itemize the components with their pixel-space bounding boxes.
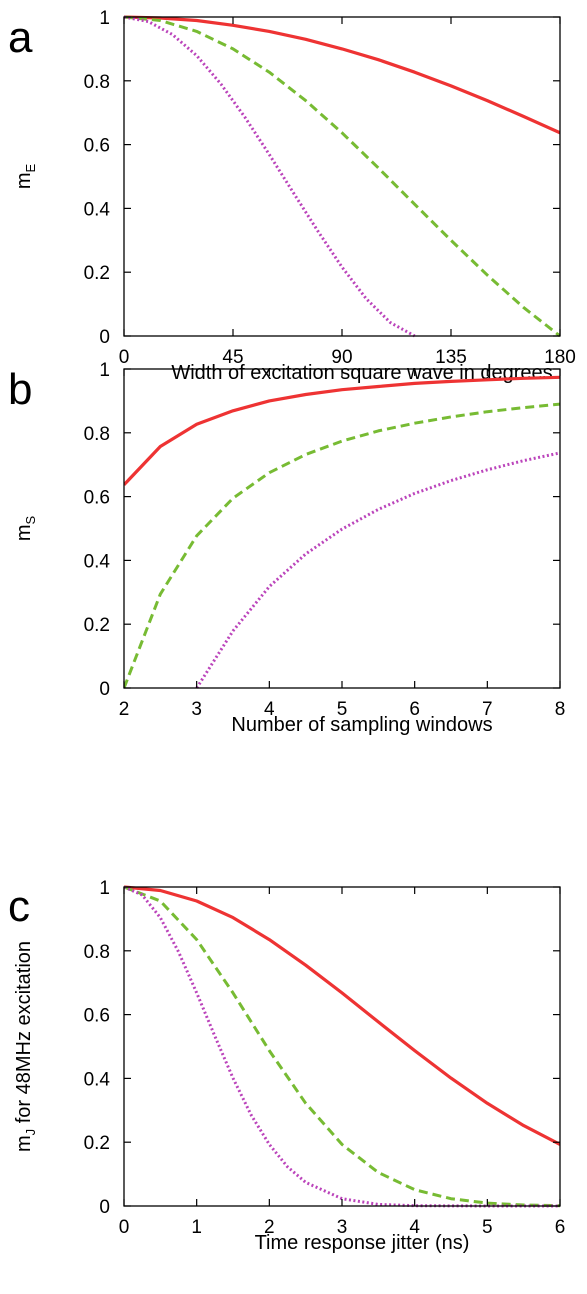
y-tick-label: 0 <box>99 679 110 700</box>
y-tick-label: 0.2 <box>84 615 110 636</box>
x-tick-label: 135 <box>435 347 467 368</box>
series-line-dotted <box>124 15 416 338</box>
panel-a: a 0 45 90 135 180 0 0.2 0.4 0.6 0.8 1 Width of excit… <box>8 8 576 384</box>
series-line-solid <box>124 375 560 486</box>
y-tick-label: 0.4 <box>84 199 111 220</box>
panel-label: b <box>8 365 32 414</box>
y-tick-label: 0.6 <box>84 1006 110 1027</box>
y-tick-label: 0.6 <box>84 136 110 157</box>
y-tick-label: 0.2 <box>84 263 110 284</box>
y-tick-label: 0.8 <box>84 942 110 963</box>
x-tick-label: 5 <box>482 1217 493 1238</box>
panel-label: c <box>8 882 30 931</box>
y-axis-label: mJ for 48MHz excitation <box>13 941 38 1152</box>
y-tick-label: 0.4 <box>84 551 111 572</box>
x-tick-label: 4 <box>264 699 275 720</box>
series-line-dotted <box>195 451 560 689</box>
series-line-dashed <box>124 15 560 338</box>
x-tick-label: 2 <box>119 699 130 720</box>
series-line-solid <box>124 15 560 135</box>
x-tick-label: 4 <box>409 1217 420 1238</box>
x-tick-label: 2 <box>264 1217 275 1238</box>
x-tick-label: 1 <box>191 1217 202 1238</box>
y-tick-label: 1 <box>99 878 110 899</box>
y-tick-label: 0.2 <box>84 1133 110 1154</box>
x-tick-label: 6 <box>409 699 420 720</box>
y-axis-label: mS <box>13 516 38 542</box>
panel-label: a <box>8 13 33 62</box>
y-tick-label: 0 <box>99 327 110 348</box>
x-tick-label: 45 <box>222 347 243 368</box>
y-tick-label: 0.4 <box>84 1069 111 1090</box>
y-tick-label: 1 <box>99 8 110 29</box>
y-tick-label: 0.6 <box>84 488 110 509</box>
x-axis-label: Time response jitter (ns) <box>255 1232 470 1254</box>
y-tick-label: 0.8 <box>84 72 110 93</box>
plot-frame <box>123 368 561 689</box>
series-line-dashed <box>124 885 560 1208</box>
y-axis-label: mE <box>13 164 38 190</box>
x-tick-label: 90 <box>331 347 352 368</box>
x-tick-label: 0 <box>119 347 130 368</box>
series-line-solid <box>124 885 560 1146</box>
x-tick-label: 5 <box>337 699 348 720</box>
x-tick-label: 180 <box>544 347 576 368</box>
x-tick-label: 0 <box>119 1217 130 1238</box>
x-tick-label: 3 <box>337 1217 348 1238</box>
x-tick-label: 3 <box>191 699 202 720</box>
series-line-dotted <box>124 885 560 1208</box>
y-tick-label: 1 <box>99 360 110 381</box>
plot-frame <box>123 16 561 337</box>
x-tick-label: 8 <box>555 699 566 720</box>
y-tick-label: 0.8 <box>84 424 110 445</box>
x-axis-label: Width of excitation square wave in degre… <box>171 362 552 384</box>
y-tick-label: 0 <box>99 1197 110 1218</box>
x-tick-label: 7 <box>482 699 493 720</box>
x-tick-label: 6 <box>555 1217 566 1238</box>
plot-frame <box>123 886 561 1207</box>
series-line-dashed <box>124 402 560 689</box>
panel-b: b 2 3 4 5 6 7 8 0 0.2 0.4 0.6 0.8 1 Number of sampling… <box>8 360 565 736</box>
x-axis-label: Number of sampling windows <box>231 714 492 736</box>
panel-c: c 0 1 2 3 4 5 6 0 0.2 0.4 0.6 0.8 1 Time response jitt… <box>8 878 565 1254</box>
